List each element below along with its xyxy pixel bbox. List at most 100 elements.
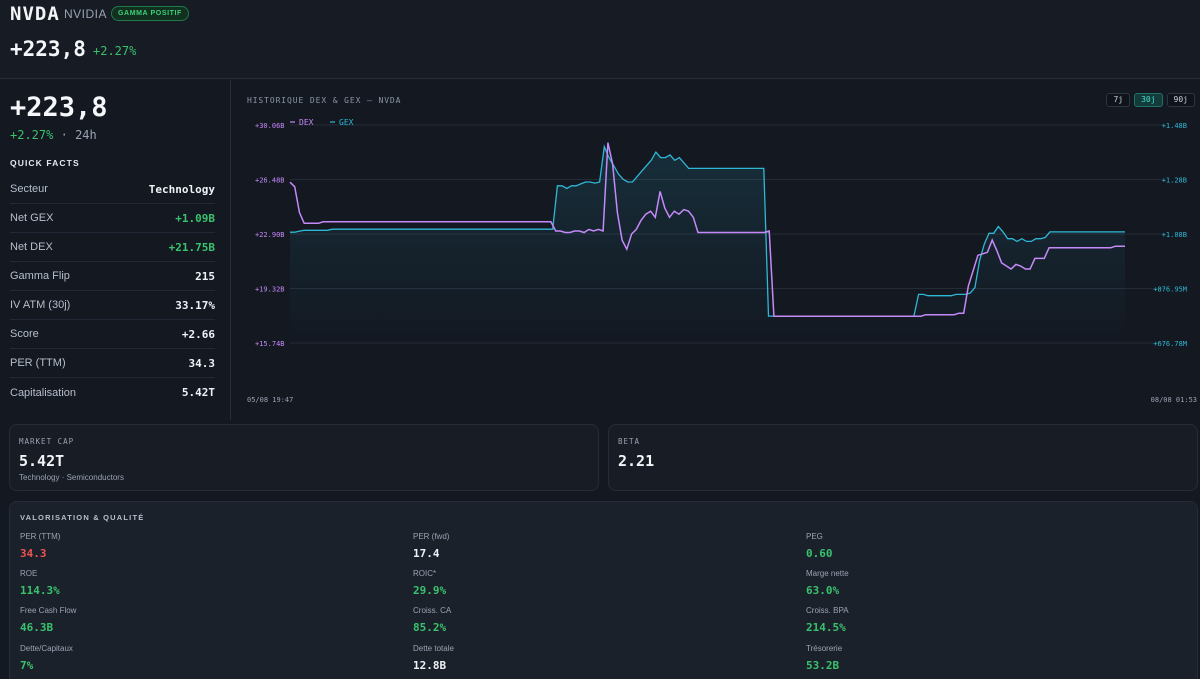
ticker-symbol: NVDA <box>10 3 60 25</box>
x-axis-start-label: 05/08 19:47 <box>247 396 293 404</box>
metric-value: 7% <box>20 659 34 672</box>
valuation-metric: Dette/Capitaux 7% <box>20 644 320 672</box>
metric-label: Croiss. CA <box>413 606 452 615</box>
fact-row-net-dex: Net DEX +21.75B <box>10 233 215 262</box>
fact-value: +1.09B <box>175 211 215 225</box>
fact-value: Technology <box>148 182 215 196</box>
valuation-metric: Trésorerie 53.2B <box>806 644 1106 672</box>
range-button-30j[interactable]: 30j <box>1134 93 1163 107</box>
fact-row-secteur: Secteur Technology <box>10 175 215 204</box>
summary-period: 24h <box>75 128 97 142</box>
metric-label: ROE <box>20 569 38 578</box>
metric-value: 53.2B <box>806 659 840 672</box>
metric-label: Dette/Capitaux <box>20 644 73 653</box>
right-axis-tick: +1.28B <box>1162 177 1187 185</box>
valuation-metric: Free Cash Flow 46.3B <box>20 606 320 634</box>
summary-change: +2.27% <box>10 128 54 142</box>
x-axis-end-label: 08/08 01:53 <box>1151 396 1197 404</box>
metric-value: 34.3 <box>20 547 47 560</box>
metric-value: 114.3% <box>20 584 60 597</box>
metric-label: Free Cash Flow <box>20 606 77 615</box>
company-name: NVIDIA <box>64 7 108 21</box>
market-cap-card: MARKET CAP 5.42T Technology · Semiconduc… <box>9 424 599 491</box>
market-cap-value: 5.42T <box>19 452 65 470</box>
metric-label: Croiss. BPA <box>806 606 849 615</box>
legend-dex-label: DEX <box>299 118 314 127</box>
range-selector: 7j 30j 90j <box>1106 93 1195 107</box>
metric-label: Marge nette <box>806 569 849 578</box>
valuation-metric: Croiss. BPA 214.5% <box>806 606 1106 634</box>
range-button-90j[interactable]: 90j <box>1166 93 1195 107</box>
quick-facts-list: Secteur Technology Net GEX +1.09B Net DEX +… <box>10 175 215 407</box>
left-axis-tick: +30.06B <box>255 122 285 130</box>
gex-area <box>290 146 1125 343</box>
fact-label: Gamma Flip <box>10 270 70 282</box>
valuation-metric: ROE 114.3% <box>20 569 320 597</box>
fact-row-capitalisation: Capitalisation 5.42T <box>10 378 215 407</box>
metric-label: PER (TTM) <box>20 532 61 541</box>
gamma-status-badge: GAMMA POSITIF <box>111 6 189 21</box>
valuation-metric: ROIC* 29.9% <box>413 569 713 597</box>
fact-label: Score <box>10 328 39 340</box>
left-axis-tick: +26.48B <box>255 177 285 185</box>
fact-label: IV ATM (30j) <box>10 299 71 311</box>
metric-value: 85.2% <box>413 621 447 634</box>
fact-value: 34.3 <box>188 356 216 370</box>
right-axis-tick: +1.48B <box>1162 122 1187 130</box>
fact-label: Net DEX <box>10 241 53 253</box>
metric-label: PER (fwd) <box>413 532 450 541</box>
fact-value: +2.66 <box>181 327 215 341</box>
valuation-metric: PER (fwd) 17.4 <box>413 532 713 560</box>
valuation-metric: Croiss. CA 85.2% <box>413 606 713 634</box>
valuation-metric: Dette totale 12.8B <box>413 644 713 672</box>
metric-label: ROIC* <box>413 569 437 578</box>
fact-value: +21.75B <box>168 240 215 254</box>
beta-value: 2.21 <box>618 452 655 470</box>
range-button-7j[interactable]: 7j <box>1106 93 1131 107</box>
summary-change-line: +2.27% · 24h <box>10 128 97 142</box>
fact-value: 215 <box>195 269 215 283</box>
valuation-quality-panel: VALORISATION & QUALITÉ PER (TTM) 34.3 PER … <box>9 501 1198 679</box>
metric-label: Dette totale <box>413 644 454 653</box>
summary-separator: · <box>60 128 68 142</box>
metric-value: 17.4 <box>413 547 440 560</box>
page-header: NVDA NVIDIA GAMMA POSITIF +223,8 +2.27% <box>0 0 1200 79</box>
metric-value: 12.8B <box>413 659 447 672</box>
fact-value: 33.17% <box>175 298 215 312</box>
left-axis-tick: +22.90B <box>255 231 285 239</box>
quick-facts-panel: +223,8 +2.27% · 24h QUICK FACTS Secteur T… <box>0 80 231 420</box>
market-cap-sector: Technology · Semiconductors <box>19 473 124 482</box>
metric-value: 0.60 <box>806 547 833 560</box>
fact-label: PER (TTM) <box>10 357 66 369</box>
fact-row-gamma-flip: Gamma Flip 215 <box>10 262 215 291</box>
beta-card: BETA 2.21 <box>608 424 1198 491</box>
chart-title: HISTORIQUE DEX & GEX — NVDA <box>247 96 402 105</box>
fact-row-per-ttm: PER (TTM) 34.3 <box>10 349 215 378</box>
right-axis-tick: +876.95M <box>1153 286 1187 294</box>
header-price: +223,8 <box>10 37 86 61</box>
fact-row-net-gex: Net GEX +1.09B <box>10 204 215 233</box>
left-axis-tick: +19.32B <box>255 286 285 294</box>
beta-label: BETA <box>618 437 641 446</box>
metric-value: 29.9% <box>413 584 447 597</box>
fact-label: Net GEX <box>10 212 54 224</box>
right-axis-tick: +1.08B <box>1162 231 1187 239</box>
fact-row-score: Score +2.66 <box>10 320 215 349</box>
dex-line <box>289 142 1125 317</box>
left-axis-tick: +15.74B <box>255 340 285 348</box>
fact-label: Secteur <box>10 183 48 195</box>
right-axis-tick: +676.78M <box>1153 340 1187 348</box>
valuation-metric: PER (TTM) 34.3 <box>20 532 320 560</box>
metric-label: Trésorerie <box>806 644 843 653</box>
legend-gex-label: GEX <box>339 118 354 127</box>
valuation-metric: Marge nette 63.0% <box>806 569 1106 597</box>
metric-value: 46.3B <box>20 621 54 634</box>
metric-label: PEG <box>806 532 823 541</box>
fact-row-iv-atm: IV ATM (30j) 33.17% <box>10 291 215 320</box>
fact-label: Capitalisation <box>10 386 77 399</box>
header-change: +2.27% <box>93 44 137 58</box>
valuation-title: VALORISATION & QUALITÉ <box>20 513 145 522</box>
gex-line <box>290 144 1125 317</box>
dex-gex-chart-panel: +30.06B +26.48B +22.90B +19.32B +15.74B +1.48… <box>232 80 1200 420</box>
market-cap-label: MARKET CAP <box>19 437 75 446</box>
